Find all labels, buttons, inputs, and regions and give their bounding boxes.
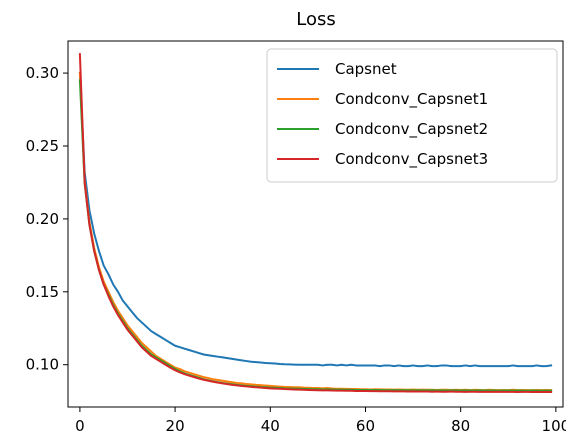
x-tick-label: 60 xyxy=(356,417,375,435)
series-line-1 xyxy=(78,72,553,368)
axes: 0 20 40 60 80 100 0.10 0.15 0.20 0.25 0.30 xyxy=(26,40,566,435)
x-tick-label: 80 xyxy=(451,417,470,435)
legend-box xyxy=(266,48,558,183)
y-tick-label: 0.30 xyxy=(26,64,59,82)
y-tick-label: 0.10 xyxy=(26,356,59,374)
x-tick-label: 40 xyxy=(261,417,280,435)
legend-label-4: Condconv_Capsnet3 xyxy=(335,150,488,169)
legend-label-2: Condconv_Capsnet1 xyxy=(335,90,488,109)
plot-area xyxy=(78,53,553,394)
plot-frame xyxy=(67,40,564,408)
y-tick-label: 0.15 xyxy=(26,283,59,301)
series-line-4 xyxy=(78,53,553,394)
y-tick-label: 0.20 xyxy=(26,210,59,228)
chart-title: Loss xyxy=(296,9,335,30)
x-tick-label: 100 xyxy=(542,417,566,435)
series-group xyxy=(78,53,553,394)
legend: Capsnet Condconv_Capsnet1 Condconv_Capsnet… xyxy=(266,48,558,183)
y-tick-label: 0.25 xyxy=(26,137,59,155)
x-tick-label: 0 xyxy=(75,417,85,435)
legend-label-3: Condconv_Capsnet2 xyxy=(335,120,488,139)
legend-label-1: Capsnet xyxy=(335,60,397,78)
x-tick-label: 20 xyxy=(166,417,185,435)
